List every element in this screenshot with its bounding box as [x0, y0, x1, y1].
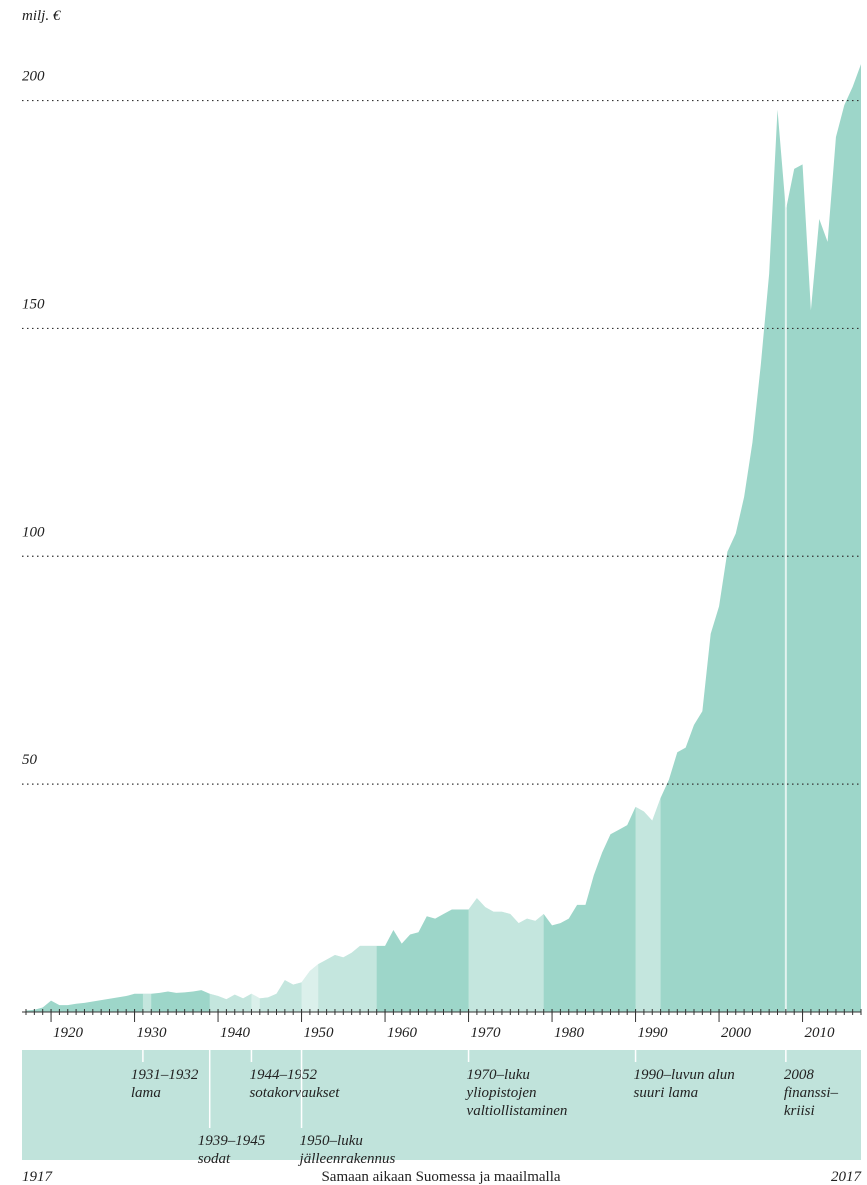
period-label: 1990–luvun alun: [634, 1067, 735, 1083]
x-tick-label: 1950: [304, 1025, 335, 1041]
period-label: sodat: [198, 1151, 231, 1167]
period-label: finanssi–: [784, 1085, 839, 1101]
period-label: 1944–1952: [249, 1067, 317, 1083]
x-tick-label: 1930: [137, 1025, 168, 1041]
period-label: kriisi: [784, 1103, 815, 1119]
period-label: yliopistojen: [465, 1085, 537, 1101]
period-label: suuri lama: [634, 1085, 699, 1101]
annotation-band: [22, 1050, 861, 1160]
period-shade: [468, 64, 544, 1012]
y-tick-label: 50: [22, 752, 38, 768]
period-label: 1931–1932: [131, 1067, 199, 1083]
period-label: jälleenrakennus: [298, 1151, 396, 1167]
x-tick-label: 1980: [554, 1025, 585, 1041]
footer-left: 1917: [22, 1169, 54, 1185]
x-tick-label: 1940: [220, 1025, 251, 1041]
footer-right: 2017: [831, 1169, 863, 1185]
y-tick-label: 100: [22, 524, 45, 540]
x-tick-label: 2010: [805, 1025, 836, 1041]
y-axis-label: milj. €: [22, 8, 62, 24]
x-tick-label: 1990: [638, 1025, 669, 1041]
area: [26, 64, 861, 1013]
y-tick-label: 150: [22, 296, 45, 312]
period-label: 2008: [784, 1067, 815, 1083]
y-tick-label: 200: [22, 69, 45, 85]
x-tick-label: 1970: [471, 1025, 502, 1041]
period-label: 1970–luku: [467, 1067, 530, 1083]
x-tick-label: 1960: [387, 1025, 418, 1041]
x-tick-label: 2000: [721, 1025, 752, 1041]
period-shade: [301, 64, 377, 1012]
period-label: sotakorvaukset: [249, 1085, 340, 1101]
period-label: 1939–1945: [198, 1133, 266, 1149]
period-label: 1950–luku: [300, 1133, 363, 1149]
footer-center: Samaan aikaan Suomessa ja maailmalla: [321, 1169, 560, 1185]
period-shade: [251, 64, 319, 1012]
period-shade: [635, 64, 661, 1012]
period-shade: [142, 64, 152, 1012]
period-label: lama: [131, 1085, 161, 1101]
x-tick-label: 1920: [53, 1025, 84, 1041]
period-label: valtiollistaminen: [467, 1103, 568, 1119]
period-shade: [209, 64, 260, 1012]
